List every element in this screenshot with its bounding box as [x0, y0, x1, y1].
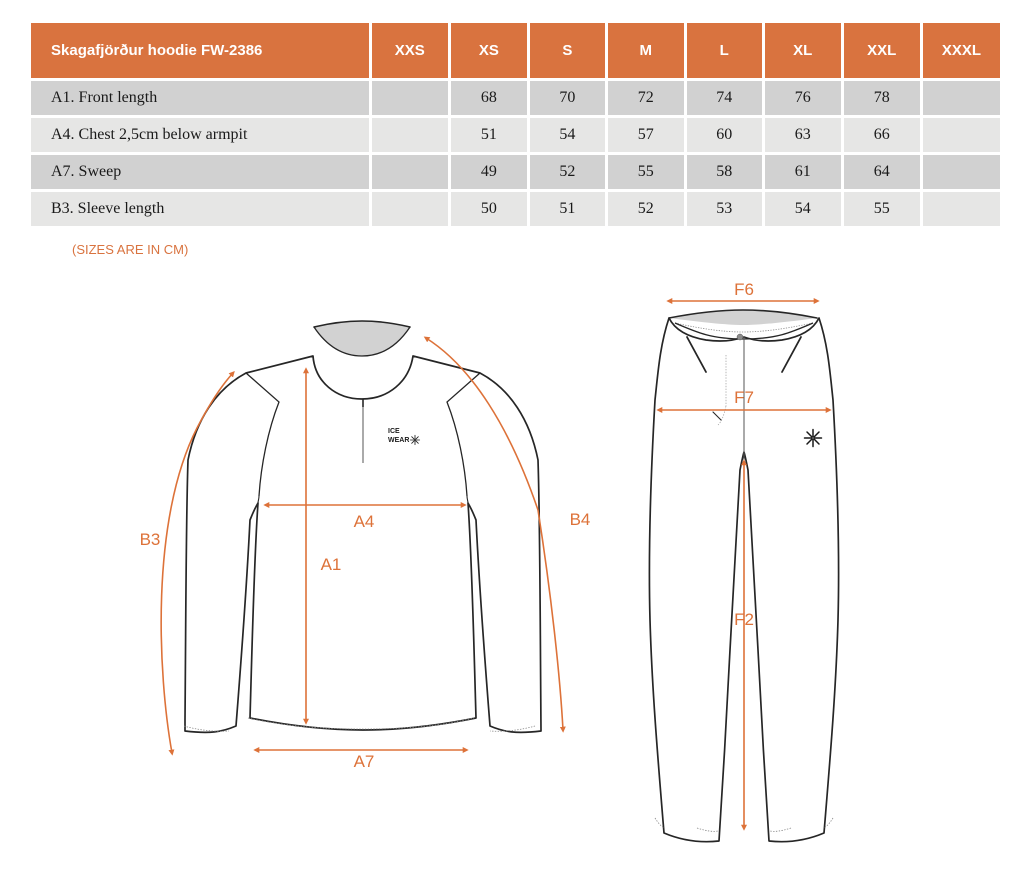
- svg-text:F6: F6: [734, 280, 754, 299]
- svg-text:F7: F7: [734, 388, 754, 407]
- svg-text:B4: B4: [570, 510, 591, 529]
- svg-text:F2: F2: [734, 610, 754, 629]
- svg-text:A4: A4: [354, 512, 375, 531]
- svg-text:A7: A7: [354, 752, 375, 771]
- svg-text:ICE: ICE: [388, 428, 400, 435]
- svg-text:WEAR: WEAR: [388, 437, 409, 444]
- svg-text:B3: B3: [140, 530, 161, 549]
- svg-text:A1: A1: [321, 555, 342, 574]
